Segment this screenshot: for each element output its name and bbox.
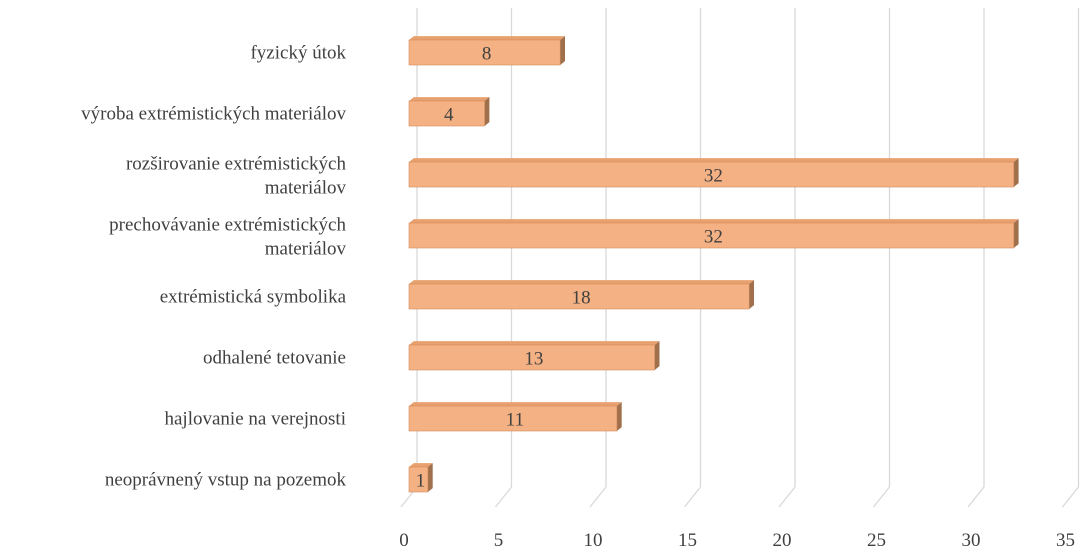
bar-front-face (408, 466, 429, 493)
bar-side-face (1013, 158, 1019, 187)
bar-front-face (408, 344, 655, 371)
bar-front-face (408, 100, 485, 127)
bar-3: 32 (408, 219, 1019, 249)
bar-top-face (409, 36, 565, 40)
category-labels: fyzický útok výroba extrémistických mater… (81, 43, 346, 491)
x-tick-label: 15 (678, 530, 697, 551)
bar-top-face (409, 341, 660, 345)
x-tick-label: 25 (867, 530, 886, 551)
gridline-foot-15 (683, 486, 702, 508)
data-label: 1 (416, 471, 426, 492)
bar-side-face (616, 402, 622, 431)
bar-side-face (560, 36, 565, 65)
data-label: 4 (444, 105, 454, 126)
bar-0: 8 (408, 36, 565, 66)
bar-5: 13 (408, 341, 660, 371)
bar-side-face (1013, 219, 1019, 248)
bar-top-face (409, 280, 754, 284)
bar-front-face (408, 39, 561, 66)
data-label: 8 (482, 44, 492, 65)
bar-side-face (749, 280, 754, 309)
bar-front-face (408, 222, 1015, 249)
bar-top-face (409, 402, 622, 406)
data-label: 13 (524, 349, 543, 370)
data-label: 32 (704, 227, 723, 248)
category-label: prechovávanie extrémistických materiálov (109, 215, 346, 260)
bar-top-face (409, 97, 490, 101)
bar-top-face (409, 219, 1019, 223)
x-tick-label: 5 (494, 530, 504, 551)
x-tick-label: 30 (962, 530, 981, 551)
gridline-foot-20 (778, 486, 796, 508)
bar-front-face (408, 161, 1015, 188)
gridline-foot-10 (589, 486, 607, 508)
bar-2: 32 (408, 158, 1019, 188)
gridline-foot-30 (967, 486, 985, 508)
category-label: rozširovanie extrémistických materiálov (126, 154, 347, 199)
gridline-foot-5 (494, 486, 513, 508)
x-tick-label: 0 (399, 530, 409, 551)
bar-top-face (409, 158, 1019, 162)
category-label: neoprávnený vstup na pozemok (105, 470, 347, 491)
bar-side-face (484, 97, 490, 126)
data-label: 32 (704, 166, 723, 187)
gridline-foot-25 (872, 486, 891, 508)
category-label: extrémistická symbolika (160, 287, 347, 308)
gridline-foot-35 (1061, 486, 1080, 508)
x-axis-tick-labels: 0 5 10 15 20 25 30 35 (399, 530, 1075, 551)
x-tick-label: 10 (584, 530, 603, 551)
category-label: výroba extrémistických materiálov (81, 104, 346, 125)
bar-side-face (427, 463, 433, 492)
bar-7: 1 (408, 463, 433, 493)
data-label: 11 (506, 410, 524, 431)
x-tick-label: 35 (1056, 530, 1075, 551)
bar-6: 11 (408, 402, 622, 432)
bar-1: 4 (408, 97, 490, 127)
data-label: 18 (572, 288, 591, 309)
x-tick-label: 20 (773, 530, 792, 551)
bar-4: 18 (408, 280, 754, 310)
bar-front-face (408, 283, 750, 310)
category-label: fyzický útok (250, 43, 346, 64)
category-label: odhalené tetovanie (203, 348, 346, 369)
bar-side-face (654, 341, 660, 370)
gridlines (400, 8, 1080, 508)
bar-top-face (409, 463, 433, 467)
bar-front-face (408, 405, 618, 432)
category-label: hajlovanie na verejnosti (165, 409, 347, 430)
